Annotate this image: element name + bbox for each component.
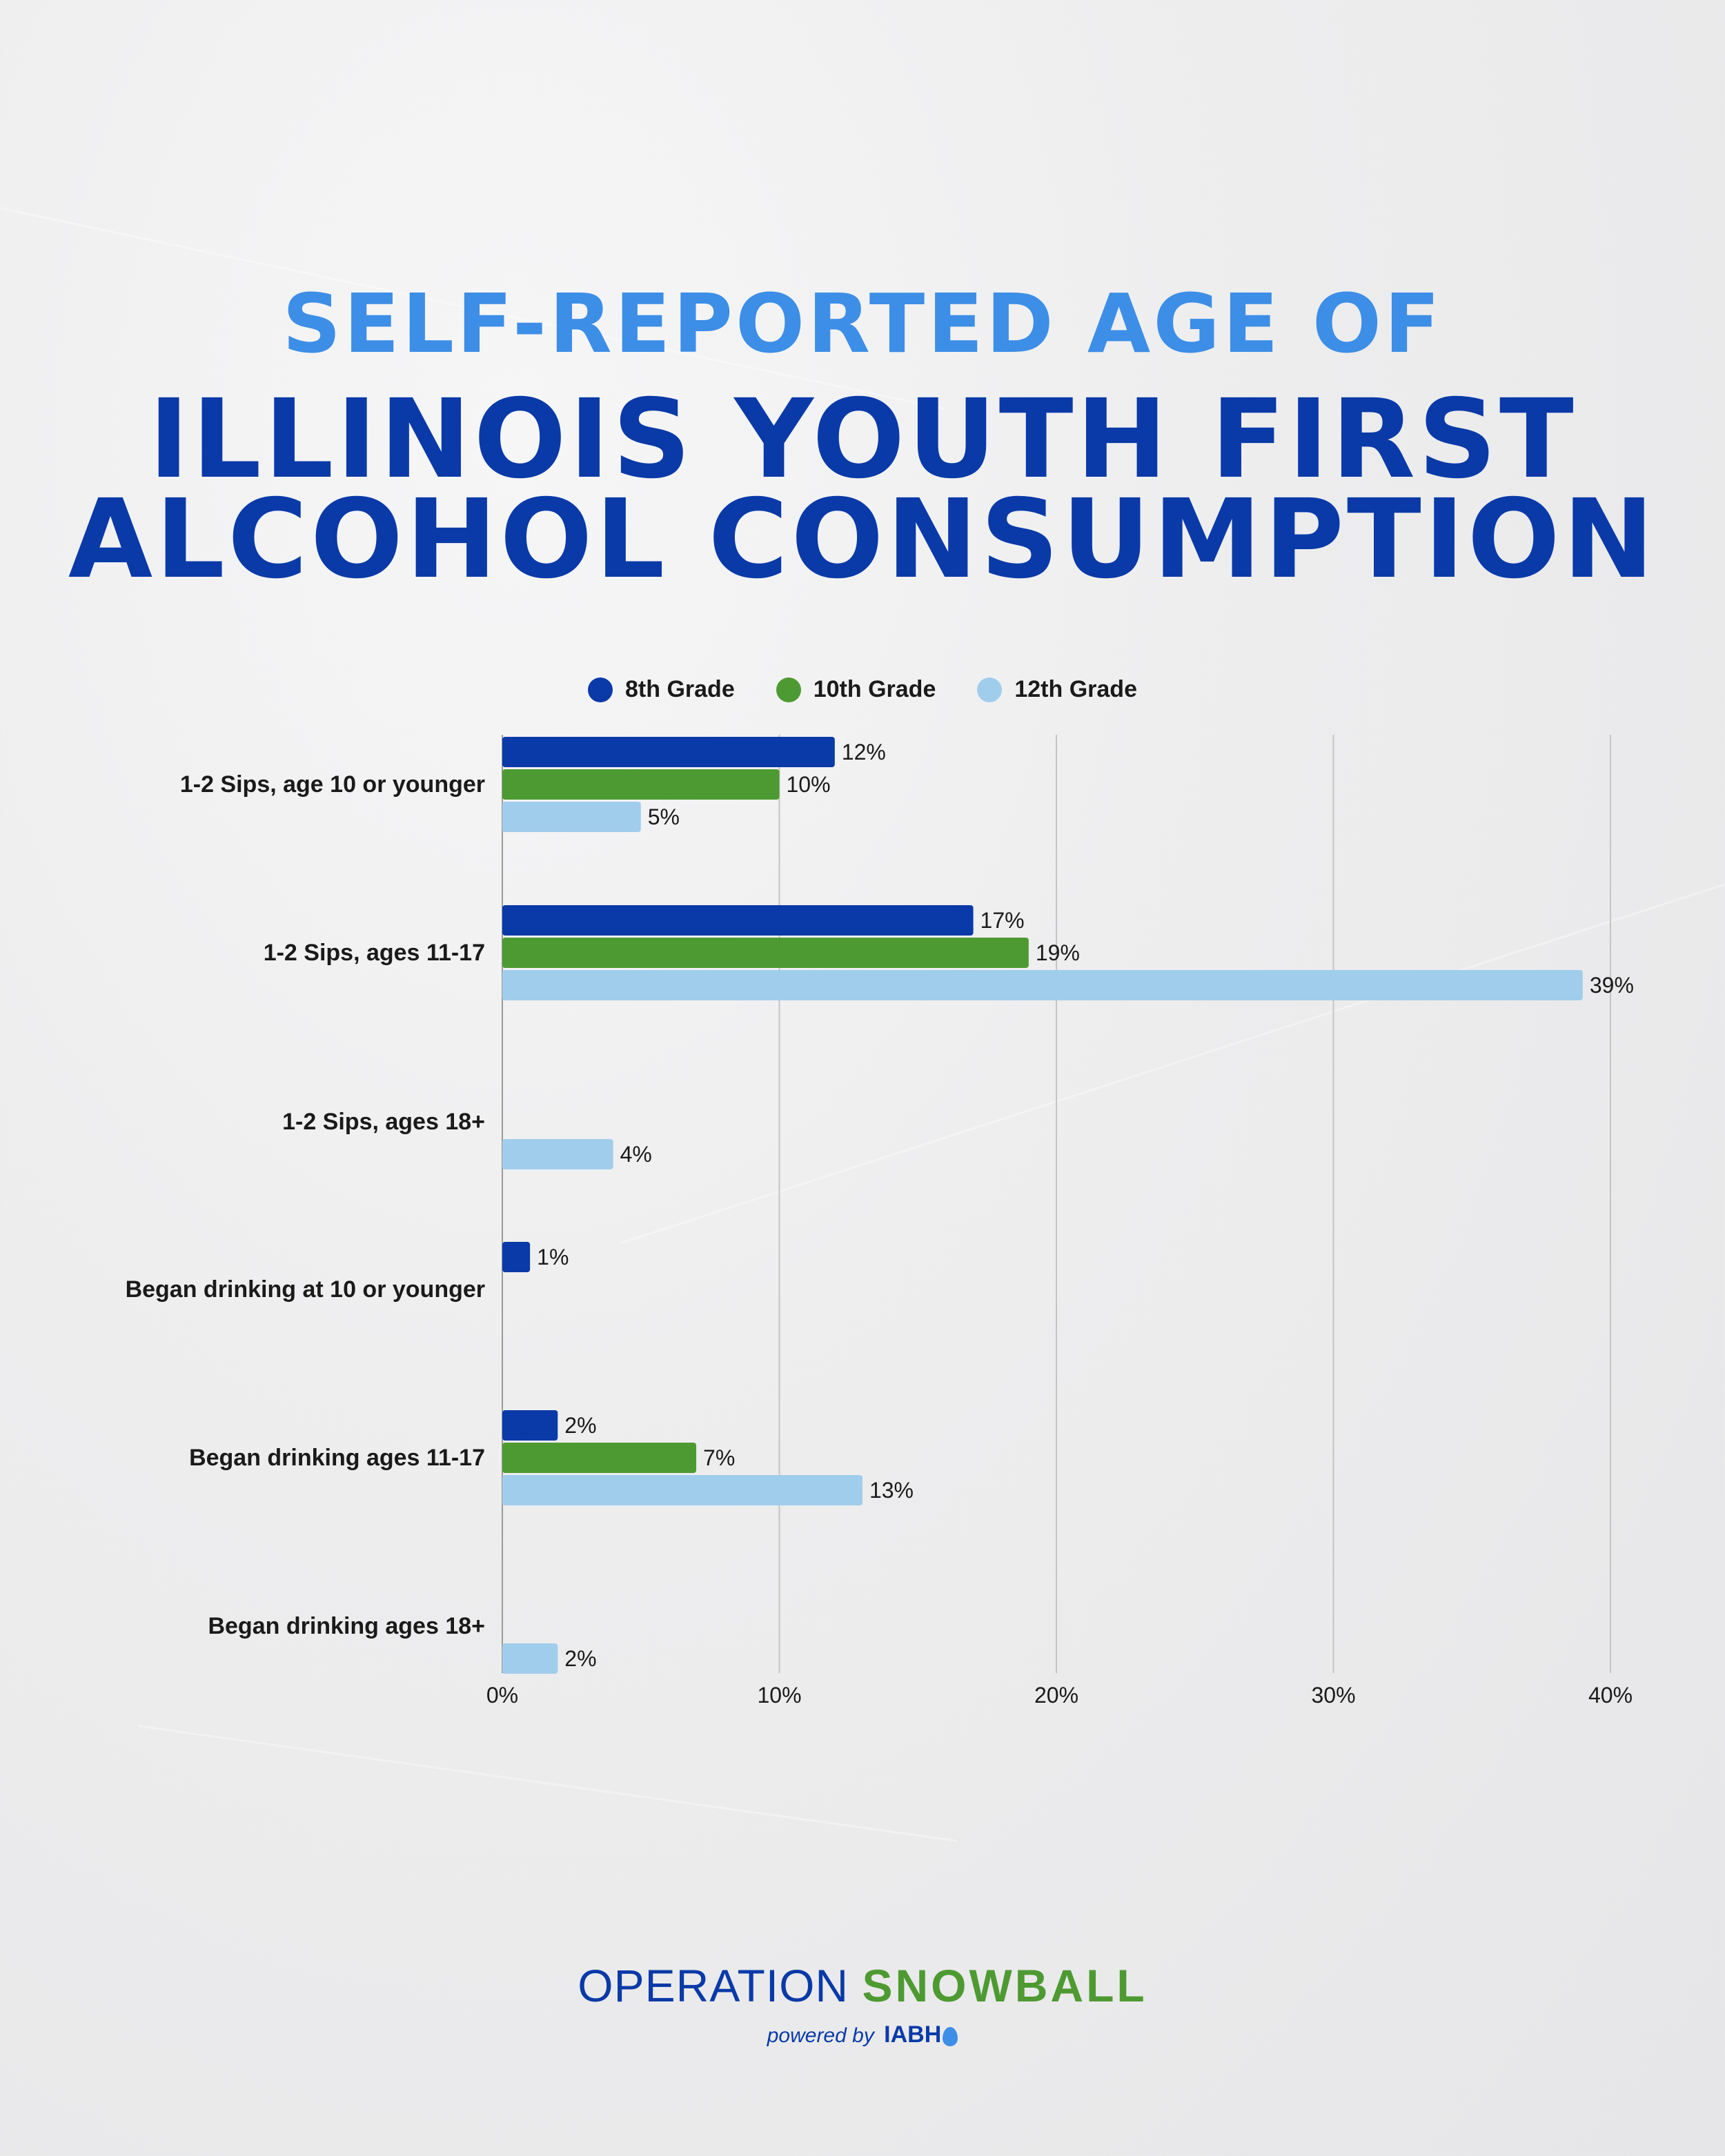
data-label: 2% (564, 1413, 596, 1438)
bar (502, 802, 641, 832)
legend-dot-8th (588, 677, 613, 702)
data-label: 4% (620, 1142, 652, 1167)
bar (502, 769, 780, 800)
legend-dot-10th (776, 677, 801, 702)
category-label: Began drinking ages 11-17 (189, 1445, 485, 1471)
powered-by-text: powered by (767, 2024, 874, 2047)
legend-label: 10th Grade (813, 676, 936, 702)
data-label: 1% (537, 1245, 569, 1269)
data-label: 17% (980, 908, 1025, 933)
iabh-logo-text: IABH (884, 2021, 942, 2048)
data-label: 39% (1590, 973, 1634, 998)
data-label: 5% (648, 804, 680, 829)
water-drop-icon (943, 2027, 958, 2047)
bar (502, 938, 1029, 968)
data-label: 12% (842, 740, 886, 764)
data-label: 7% (703, 1445, 735, 1470)
legend-item-10th: 10th Grade (776, 676, 936, 703)
x-tick-label: 10% (757, 1683, 801, 1708)
category-label: 1-2 Sips, age 10 or younger (180, 771, 485, 798)
category-label: Began drinking at 10 or younger (126, 1276, 485, 1303)
legend-label: 8th Grade (625, 676, 735, 702)
title-line-1: SELF-REPORTED AGE OF (282, 276, 1443, 371)
bar (502, 1443, 697, 1473)
title-line-2: ILLINOIS YOUTH FIRST (148, 376, 1577, 503)
legend-item-12th: 12th Grade (977, 676, 1137, 703)
data-label: 13% (869, 1478, 914, 1503)
x-tick-label: 30% (1311, 1683, 1355, 1708)
x-tick-label: 0% (486, 1683, 518, 1708)
legend: 8th Grade 10th Grade 12th Grade (0, 676, 1725, 703)
bar (502, 1139, 613, 1169)
legend-item-8th: 8th Grade (588, 676, 735, 703)
bar (502, 1410, 558, 1441)
title-line-3: ALCOHOL CONSUMPTION (68, 476, 1657, 603)
brand-logo: OPERATION SNOWBALL (0, 1959, 1725, 2012)
bar (502, 737, 835, 767)
category-label: 1-2 Sips, ages 11-17 (264, 940, 485, 966)
legend-label: 12th Grade (1014, 676, 1137, 702)
category-label: 1-2 Sips, ages 18+ (282, 1109, 485, 1135)
bar (502, 905, 974, 936)
bar (502, 1475, 862, 1505)
x-tick-label: 40% (1588, 1683, 1633, 1708)
legend-dot-12th (977, 677, 1003, 702)
category-label: Began drinking ages 18+ (208, 1613, 485, 1639)
bar (502, 1643, 558, 1674)
data-label: 19% (1036, 940, 1080, 965)
data-label: 2% (564, 1646, 596, 1671)
bar (502, 1242, 531, 1272)
x-tick-label: 20% (1034, 1683, 1078, 1708)
brand-operation: OPERATION (578, 1960, 862, 2011)
powered-by: powered by IABH (0, 2021, 1725, 2048)
brand-snowball: SNOWBALL (862, 1960, 1147, 2011)
bar (502, 970, 1583, 1000)
data-label: 10% (787, 772, 831, 797)
